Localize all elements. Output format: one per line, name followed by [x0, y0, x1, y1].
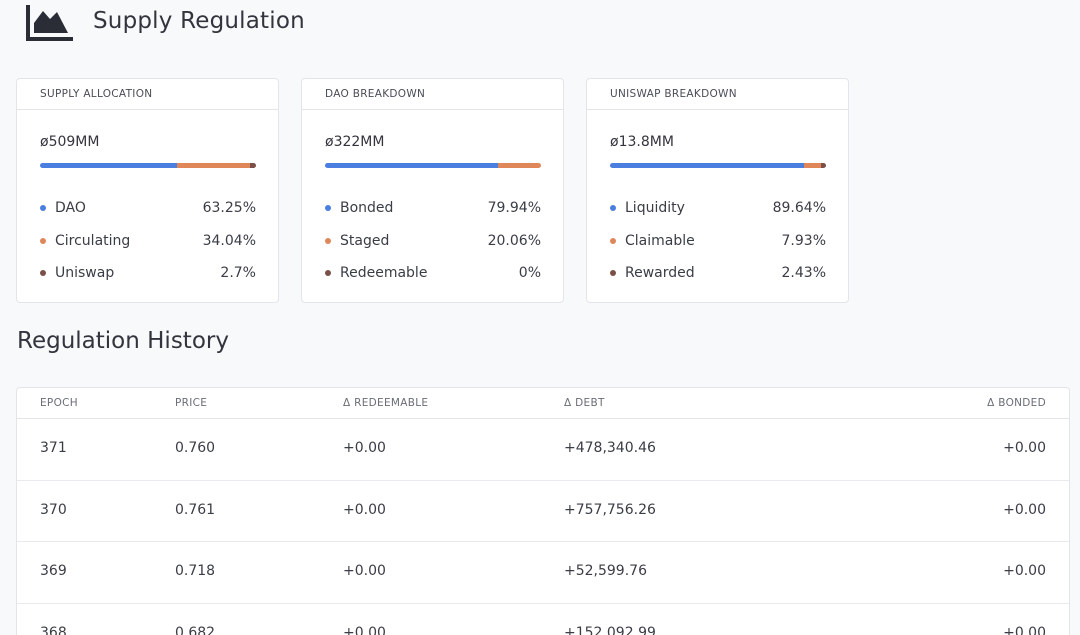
cell-bonded: +0.00 [1003, 440, 1046, 456]
bar-segment [803, 163, 821, 168]
cell-price: 0.761 [175, 501, 216, 518]
allocation-bar [610, 163, 826, 168]
legend-label: Bonded [340, 200, 394, 217]
cell-debt: +152,092.99 [564, 624, 656, 635]
section-title: Regulation History [17, 328, 229, 354]
table-row: 370 0.761 +0.00 +757,756.26 +0.00 [17, 481, 1069, 542]
bar-segment [40, 163, 177, 168]
supply-allocation-card: SUPPLY ALLOCATION ø509MM DAO 63.25% Circ… [16, 78, 279, 303]
card-total: ø509MM [40, 134, 100, 150]
legend-value: 7.93% [781, 232, 826, 249]
page-title: Supply Regulation [93, 8, 305, 34]
bar-segment [820, 163, 826, 168]
legend-label: Uniswap [55, 265, 115, 282]
table-row: 368 0.682 +0.00 +152,092.99 +0.00 [17, 604, 1069, 635]
legend-label: Circulating [55, 232, 131, 249]
card-title: UNISWAP BREAKDOWN [587, 79, 848, 110]
column-header-price: PRICE [175, 397, 208, 409]
legend-item-claimable: Claimable 7.93% [610, 225, 826, 258]
legend-label: Rewarded [625, 265, 695, 282]
bar-segment [176, 163, 251, 168]
legend-item-rewarded: Rewarded 2.43% [610, 257, 826, 290]
legend-label: Staged [340, 232, 390, 249]
dot-icon [40, 237, 46, 244]
column-header-epoch: EPOCH [40, 397, 78, 409]
cell-redeemable: +0.00 [343, 440, 386, 456]
dao-breakdown-card: DAO BREAKDOWN ø322MM Bonded 79.94% Stage… [301, 78, 564, 303]
area-chart-icon [26, 3, 74, 43]
allocation-bar [325, 163, 541, 168]
dot-icon [610, 237, 616, 244]
dot-icon [325, 237, 331, 244]
card-title: SUPPLY ALLOCATION [17, 79, 278, 110]
dot-icon [610, 205, 616, 212]
cell-redeemable: +0.00 [343, 501, 386, 518]
cell-bonded: +0.00 [1003, 624, 1046, 635]
legend-value: 89.64% [772, 200, 826, 217]
legend-item-uniswap: Uniswap 2.7% [40, 257, 256, 290]
legend-item-liquidity: Liquidity 89.64% [610, 192, 826, 225]
cell-redeemable: +0.00 [343, 624, 386, 635]
cell-debt: +478,340.46 [564, 440, 656, 456]
cell-epoch: 370 [40, 501, 67, 518]
cell-price: 0.718 [175, 563, 216, 579]
legend-value: 34.04% [202, 232, 256, 249]
card-total: ø322MM [325, 134, 385, 150]
bar-segment [250, 163, 256, 168]
dot-icon [40, 270, 46, 277]
card-title: DAO BREAKDOWN [302, 79, 563, 110]
cell-debt: +757,756.26 [564, 501, 656, 518]
cell-price: 0.760 [175, 440, 216, 456]
legend-value: 20.06% [487, 232, 541, 249]
cell-debt: +52,599.76 [564, 563, 647, 579]
column-header-debt: Δ DEBT [564, 397, 605, 409]
uniswap-breakdown-card: UNISWAP BREAKDOWN ø13.8MM Liquidity 89.6… [586, 78, 849, 303]
legend-label: DAO [55, 200, 86, 217]
legend-value: 63.25% [202, 200, 256, 217]
cell-bonded: +0.00 [1003, 501, 1046, 518]
legend-value: 2.43% [781, 265, 826, 282]
cell-epoch: 368 [40, 624, 67, 635]
legend-item-circulating: Circulating 34.04% [40, 225, 256, 258]
cell-epoch: 371 [40, 440, 67, 456]
legend-value: 79.94% [487, 200, 541, 217]
column-header-redeemable: Δ REDEEMABLE [343, 397, 429, 409]
card-total: ø13.8MM [610, 134, 674, 150]
bar-segment [610, 163, 804, 168]
legend-item-dao: DAO 63.25% [40, 192, 256, 225]
legend-value: 0% [518, 265, 541, 282]
table-row: 371 0.760 +0.00 +478,340.46 +0.00 [17, 419, 1069, 481]
cell-price: 0.682 [175, 624, 216, 635]
bar-segment [325, 163, 498, 168]
cell-bonded: +0.00 [1003, 563, 1046, 579]
allocation-bar [40, 163, 256, 168]
legend-item-bonded: Bonded 79.94% [325, 192, 541, 225]
legend-item-redeemable: Redeemable 0% [325, 257, 541, 290]
dot-icon [40, 205, 46, 212]
legend-item-staged: Staged 20.06% [325, 225, 541, 258]
cell-redeemable: +0.00 [343, 563, 386, 579]
header [26, 0, 74, 46]
dot-icon [325, 270, 331, 277]
dot-icon [325, 205, 331, 212]
legend-label: Liquidity [625, 200, 685, 217]
table-row: 369 0.718 +0.00 +52,599.76 +0.00 [17, 542, 1069, 604]
legend-label: Redeemable [340, 265, 428, 282]
bar-segment [497, 163, 541, 168]
dot-icon [610, 270, 616, 277]
cell-epoch: 369 [40, 563, 67, 579]
legend-label: Claimable [625, 232, 695, 249]
table-header: EPOCH PRICE Δ REDEEMABLE Δ DEBT Δ BONDED [17, 388, 1069, 419]
legend-value: 2.7% [220, 265, 256, 282]
column-header-bonded: Δ BONDED [987, 397, 1046, 409]
regulation-history-table: EPOCH PRICE Δ REDEEMABLE Δ DEBT Δ BONDED… [16, 387, 1070, 635]
